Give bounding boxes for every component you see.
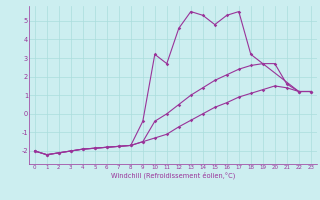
X-axis label: Windchill (Refroidissement éolien,°C): Windchill (Refroidissement éolien,°C) <box>111 171 235 179</box>
